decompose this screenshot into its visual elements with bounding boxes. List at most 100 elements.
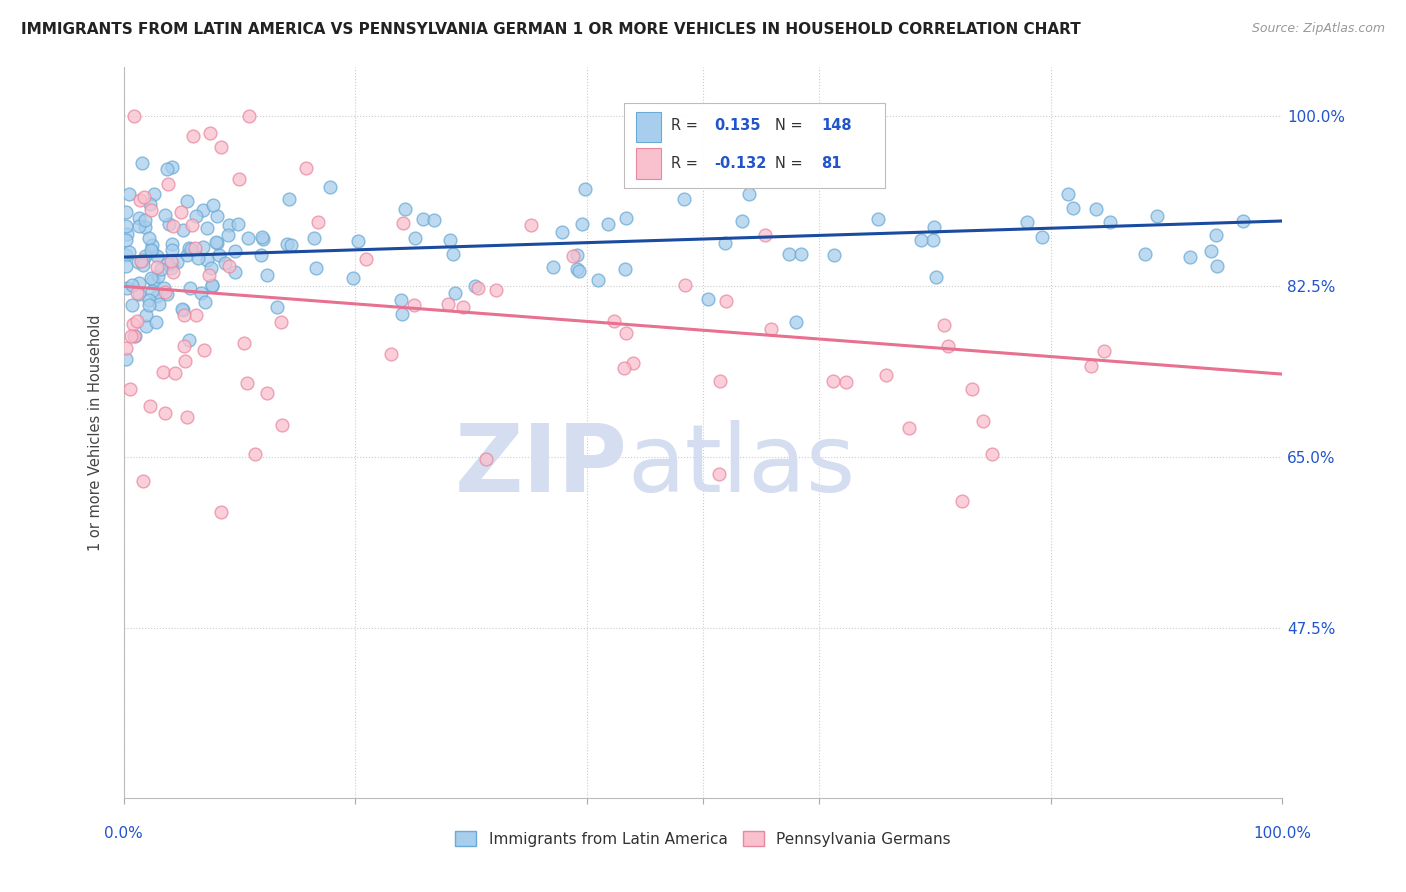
Point bbox=[127, 254, 149, 268]
Point bbox=[224, 244, 246, 259]
Point bbox=[208, 248, 231, 262]
Point bbox=[875, 368, 897, 383]
Point bbox=[157, 178, 180, 192]
Point bbox=[276, 237, 298, 252]
Point bbox=[162, 265, 184, 279]
Point bbox=[924, 219, 946, 234]
Point bbox=[910, 234, 932, 248]
Point bbox=[200, 278, 222, 293]
Point bbox=[574, 182, 596, 196]
Point bbox=[139, 271, 162, 285]
Point bbox=[138, 231, 160, 245]
Point bbox=[444, 285, 467, 300]
Point bbox=[187, 252, 209, 266]
Point bbox=[209, 140, 232, 154]
Point bbox=[256, 385, 278, 400]
Point bbox=[1146, 209, 1168, 223]
Point bbox=[550, 226, 572, 240]
Point bbox=[121, 298, 143, 312]
Point bbox=[138, 293, 160, 307]
Point bbox=[1099, 215, 1122, 229]
Text: R =: R = bbox=[671, 156, 702, 171]
Point bbox=[602, 314, 624, 328]
Point bbox=[441, 247, 464, 261]
Point bbox=[936, 339, 959, 353]
Text: R =: R = bbox=[671, 118, 702, 133]
Point bbox=[153, 281, 176, 295]
Point bbox=[142, 186, 165, 201]
Point bbox=[172, 302, 194, 317]
Point bbox=[195, 220, 218, 235]
Point bbox=[145, 315, 167, 329]
Point bbox=[115, 233, 138, 247]
Point bbox=[1085, 202, 1108, 217]
Point bbox=[160, 254, 183, 268]
Point bbox=[139, 400, 162, 414]
Point bbox=[305, 261, 328, 276]
Text: 148: 148 bbox=[821, 118, 852, 133]
Point bbox=[115, 248, 138, 262]
Point bbox=[266, 300, 288, 314]
Point bbox=[128, 276, 150, 290]
Point bbox=[204, 235, 226, 249]
Point bbox=[380, 347, 402, 361]
Point bbox=[176, 194, 198, 208]
Point bbox=[153, 208, 176, 222]
Point bbox=[778, 247, 800, 261]
Point bbox=[115, 219, 138, 233]
Point bbox=[391, 293, 413, 307]
Point bbox=[135, 308, 157, 322]
Point bbox=[932, 318, 955, 332]
Point bbox=[201, 278, 224, 293]
Point bbox=[131, 156, 153, 170]
Point bbox=[146, 249, 169, 263]
Point bbox=[586, 273, 609, 287]
Point bbox=[160, 236, 183, 251]
Point bbox=[673, 277, 696, 292]
Point bbox=[980, 446, 1002, 460]
Point bbox=[160, 160, 183, 174]
Text: 0.0%: 0.0% bbox=[104, 827, 143, 841]
Point bbox=[121, 278, 143, 293]
Point bbox=[1056, 187, 1078, 202]
Point bbox=[202, 198, 225, 212]
Point bbox=[596, 217, 619, 231]
Point bbox=[437, 297, 460, 311]
Point bbox=[205, 235, 228, 250]
Point bbox=[673, 192, 696, 206]
Point bbox=[118, 244, 141, 259]
Point bbox=[134, 220, 156, 235]
Point bbox=[141, 238, 163, 252]
Point bbox=[160, 243, 183, 257]
Point bbox=[115, 352, 138, 367]
Point bbox=[115, 227, 138, 241]
Point bbox=[709, 374, 731, 388]
Point bbox=[302, 230, 325, 244]
Point bbox=[139, 197, 162, 211]
Point bbox=[245, 447, 267, 461]
Point bbox=[404, 231, 426, 245]
Point bbox=[1094, 343, 1116, 358]
Point bbox=[236, 230, 259, 244]
FancyBboxPatch shape bbox=[624, 103, 884, 187]
Point bbox=[250, 230, 273, 244]
Point bbox=[117, 281, 139, 295]
Text: N =: N = bbox=[775, 156, 807, 171]
Point bbox=[134, 249, 156, 263]
Point bbox=[129, 193, 152, 207]
Point bbox=[162, 219, 184, 233]
Point bbox=[134, 212, 156, 227]
Point bbox=[152, 365, 174, 379]
Point bbox=[128, 219, 150, 233]
Point bbox=[122, 328, 145, 343]
Point bbox=[209, 505, 232, 519]
Point bbox=[823, 374, 845, 388]
Point bbox=[207, 210, 229, 224]
Point bbox=[170, 205, 193, 219]
Point bbox=[132, 475, 155, 489]
Y-axis label: 1 or more Vehicles in Household: 1 or more Vehicles in Household bbox=[89, 314, 103, 551]
Point bbox=[180, 242, 202, 256]
Text: atlas: atlas bbox=[627, 419, 856, 511]
Point bbox=[394, 202, 416, 216]
Point bbox=[139, 203, 162, 218]
